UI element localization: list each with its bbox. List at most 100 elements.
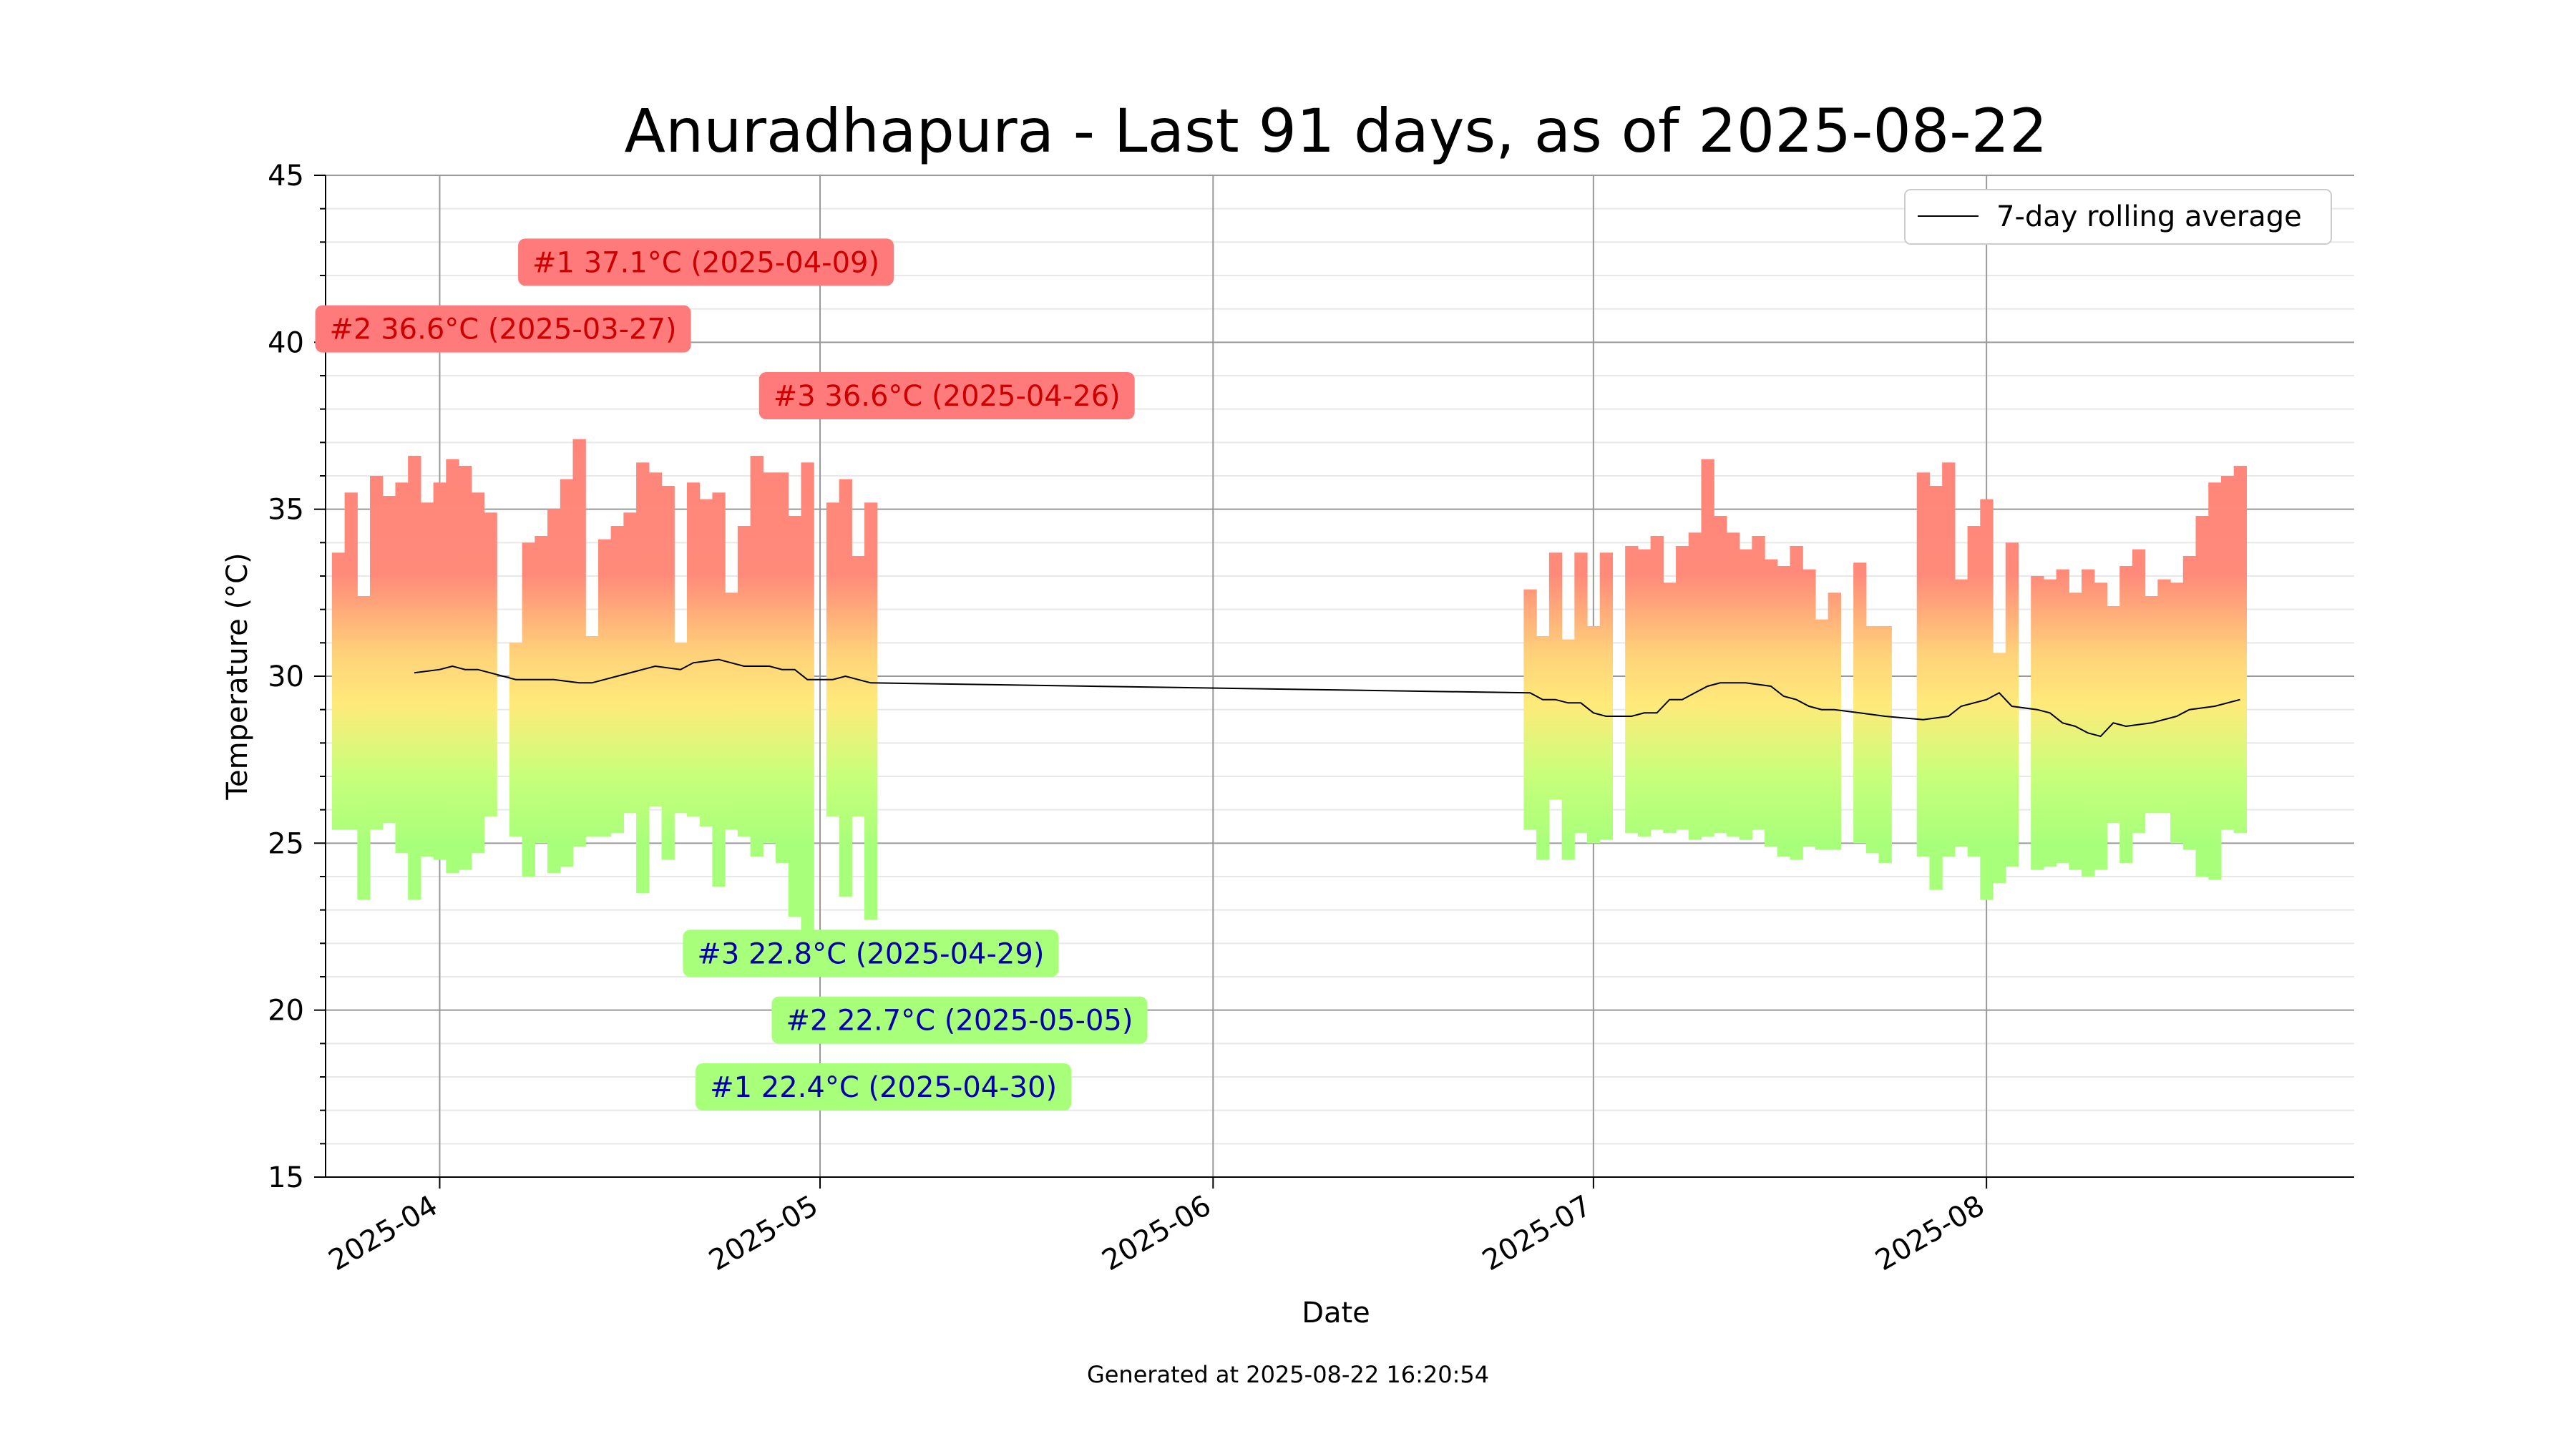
temperature-bar bbox=[623, 512, 637, 814]
chart-title: Anuradhapura - Last 91 days, as of 2025-… bbox=[625, 96, 2048, 166]
temperature-bar bbox=[459, 466, 472, 870]
temperature-bar bbox=[2220, 476, 2235, 830]
temperature-bar bbox=[1878, 626, 1892, 864]
x-axis-label: Date bbox=[1302, 1297, 1370, 1330]
temperature-bar bbox=[1752, 536, 1765, 830]
temperature-bar bbox=[750, 456, 763, 857]
rolling-average-line bbox=[414, 658, 2240, 738]
temperature-bar bbox=[1815, 619, 1829, 850]
y-axis-label: Temperature (°C) bbox=[221, 552, 254, 800]
temperature-bar bbox=[2195, 516, 2209, 877]
temperature-bar bbox=[2119, 566, 2133, 864]
x-tick-label: 2025-04 bbox=[323, 1189, 444, 1277]
high-record-label: #3 36.6°C (2025-04-26) bbox=[774, 380, 1121, 413]
temperature-bar bbox=[357, 596, 371, 900]
temperature-bar bbox=[2182, 556, 2197, 850]
temperature-bar bbox=[1929, 486, 1943, 890]
temperature-bar bbox=[484, 512, 497, 816]
annotations: #1 37.1°C (2025-04-09) #2 36.6°C (2025-03… bbox=[315, 238, 1148, 1111]
temperature-bar bbox=[686, 482, 701, 816]
temperature-bar bbox=[2208, 482, 2222, 880]
temperature-bar bbox=[725, 592, 738, 830]
temperature-bar bbox=[1726, 532, 1740, 836]
temperature-bar bbox=[801, 462, 814, 930]
y-tick-label: 15 bbox=[268, 1161, 304, 1194]
temperature-bar bbox=[2157, 579, 2171, 814]
low-record-label: #3 22.8°C (2025-04-29) bbox=[697, 937, 1044, 970]
temperature-bar bbox=[839, 479, 852, 897]
temperature-bar bbox=[433, 482, 447, 860]
temperature-bar bbox=[509, 643, 523, 836]
y-tick-label: 45 bbox=[268, 160, 304, 192]
x-tick-label: 2025-06 bbox=[1097, 1189, 1217, 1277]
temperature-bar bbox=[2170, 582, 2184, 844]
temperature-bar bbox=[1663, 582, 1677, 834]
temperature-bar bbox=[370, 476, 384, 830]
temperature-bar bbox=[674, 643, 688, 814]
temperature-bar bbox=[1954, 579, 1968, 847]
temperature-bar bbox=[547, 509, 561, 874]
temperature-bar bbox=[864, 502, 878, 920]
temperature-bar bbox=[1942, 462, 1956, 857]
y-tick-label: 20 bbox=[268, 995, 304, 1028]
temperature-bar bbox=[852, 556, 865, 816]
temperature-bar bbox=[1625, 546, 1639, 834]
temperature-bar bbox=[395, 482, 409, 854]
temperature-bar bbox=[2031, 576, 2044, 870]
temperature-bar bbox=[610, 526, 624, 834]
temperature-bar bbox=[636, 462, 650, 894]
temperature-bar bbox=[1714, 516, 1727, 834]
legend-entry: 7-day rolling average bbox=[1996, 200, 2302, 233]
temperature-bar bbox=[1599, 552, 1614, 840]
temperature-bar bbox=[1853, 562, 1867, 844]
temperature-bar bbox=[1587, 626, 1601, 844]
temperature-bar bbox=[1916, 472, 1931, 857]
x-tick-label: 2025-05 bbox=[703, 1189, 824, 1277]
low-record-box bbox=[696, 1063, 1072, 1111]
temperature-bar bbox=[1865, 626, 1880, 854]
temperature-bar bbox=[1561, 639, 1575, 860]
temperature-bar bbox=[1574, 552, 1588, 834]
temperature-bar bbox=[1536, 636, 1550, 860]
legend-box bbox=[1904, 189, 2332, 245]
temperature-bar bbox=[776, 472, 789, 864]
temperature-bar bbox=[2233, 466, 2247, 834]
high-record-box bbox=[758, 372, 1135, 419]
y-tick-label: 25 bbox=[268, 827, 304, 860]
temperature-bar bbox=[344, 492, 358, 830]
high-record-label: #2 36.6°C (2025-03-27) bbox=[330, 313, 677, 346]
low-record-label: #1 22.4°C (2025-04-30) bbox=[710, 1071, 1057, 1104]
temperature-bar bbox=[597, 539, 612, 836]
temperature-bar bbox=[522, 542, 535, 877]
temperature-bar bbox=[763, 472, 776, 844]
temperature-bar bbox=[2069, 592, 2082, 870]
temperature-bar bbox=[712, 492, 726, 887]
low-record-box bbox=[683, 930, 1059, 977]
temperature-bar bbox=[382, 496, 396, 824]
temperature-bar bbox=[2094, 582, 2108, 870]
y-tick-label: 35 bbox=[268, 494, 304, 527]
temperature-bar bbox=[699, 499, 713, 826]
high-record-label: #1 37.1°C (2025-04-09) bbox=[532, 246, 879, 279]
temperature-bar bbox=[1993, 653, 2006, 884]
temperature-bar bbox=[331, 552, 346, 830]
temperature-bar bbox=[1802, 569, 1816, 847]
temperature-bar bbox=[408, 456, 421, 900]
temperature-bar bbox=[1777, 566, 1791, 857]
low-record-label: #2 22.7°C (2025-05-05) bbox=[786, 1005, 1133, 1038]
temperature-bar bbox=[535, 536, 548, 844]
high-record-box bbox=[518, 238, 894, 286]
temperature-bar bbox=[1688, 532, 1702, 840]
x-tick-label: 2025-07 bbox=[1477, 1189, 1597, 1277]
temperature-bar bbox=[2145, 596, 2158, 814]
y-tick-label: 40 bbox=[268, 326, 304, 359]
temperature-bar bbox=[826, 502, 840, 816]
temperature-bar bbox=[1739, 549, 1752, 840]
temperature-bar bbox=[1676, 546, 1689, 830]
temperature-bar bbox=[648, 472, 663, 806]
temperature-bar bbox=[1701, 459, 1714, 836]
temperature-bar bbox=[1828, 592, 1841, 850]
temperature-bar bbox=[2005, 542, 2019, 867]
temperature-bar bbox=[2043, 579, 2057, 867]
